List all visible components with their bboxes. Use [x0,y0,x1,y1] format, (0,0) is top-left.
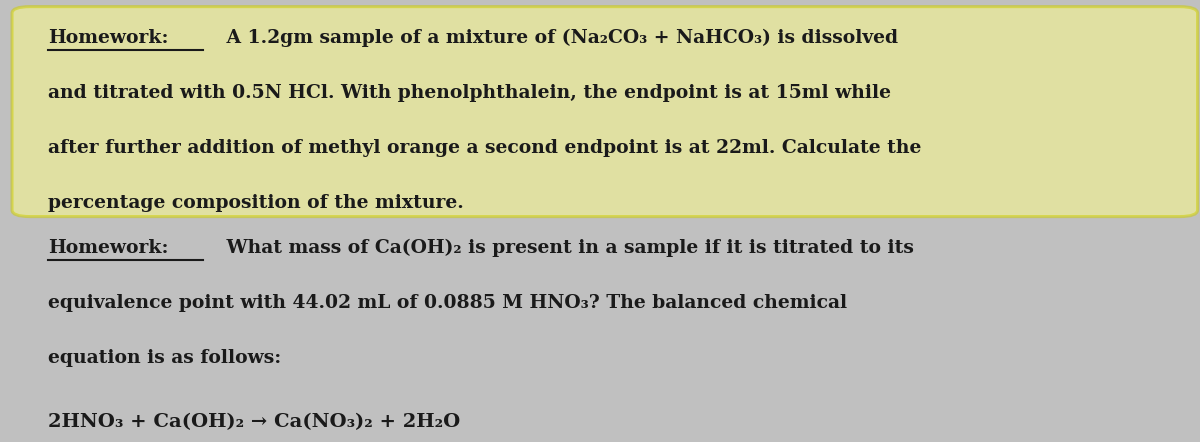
FancyBboxPatch shape [12,7,1198,217]
Text: Homework:: Homework: [48,239,168,257]
Text: 2HNO₃ + Ca(OH)₂ → Ca(NO₃)₂ + 2H₂O: 2HNO₃ + Ca(OH)₂ → Ca(NO₃)₂ + 2H₂O [48,413,461,431]
Text: What mass of Ca(OH)₂ is present in a sample if it is titrated to its: What mass of Ca(OH)₂ is present in a sam… [220,239,913,257]
Text: equivalence point with 44.02 mL of 0.0885 M HNO₃? The balanced chemical: equivalence point with 44.02 mL of 0.088… [48,294,847,312]
Text: Homework:: Homework: [48,29,168,47]
Text: after further addition of methyl orange a second endpoint is at 22ml. Calculate : after further addition of methyl orange … [48,139,922,157]
Text: equation is as follows:: equation is as follows: [48,349,281,367]
Text: A 1.2gm sample of a mixture of (Na₂CO₃ + NaHCO₃) is dissolved: A 1.2gm sample of a mixture of (Na₂CO₃ +… [220,29,898,47]
Text: and titrated with 0.5N HCl. With phenolphthalein, the endpoint is at 15ml while: and titrated with 0.5N HCl. With phenolp… [48,84,890,102]
Text: percentage composition of the mixture.: percentage composition of the mixture. [48,194,463,213]
